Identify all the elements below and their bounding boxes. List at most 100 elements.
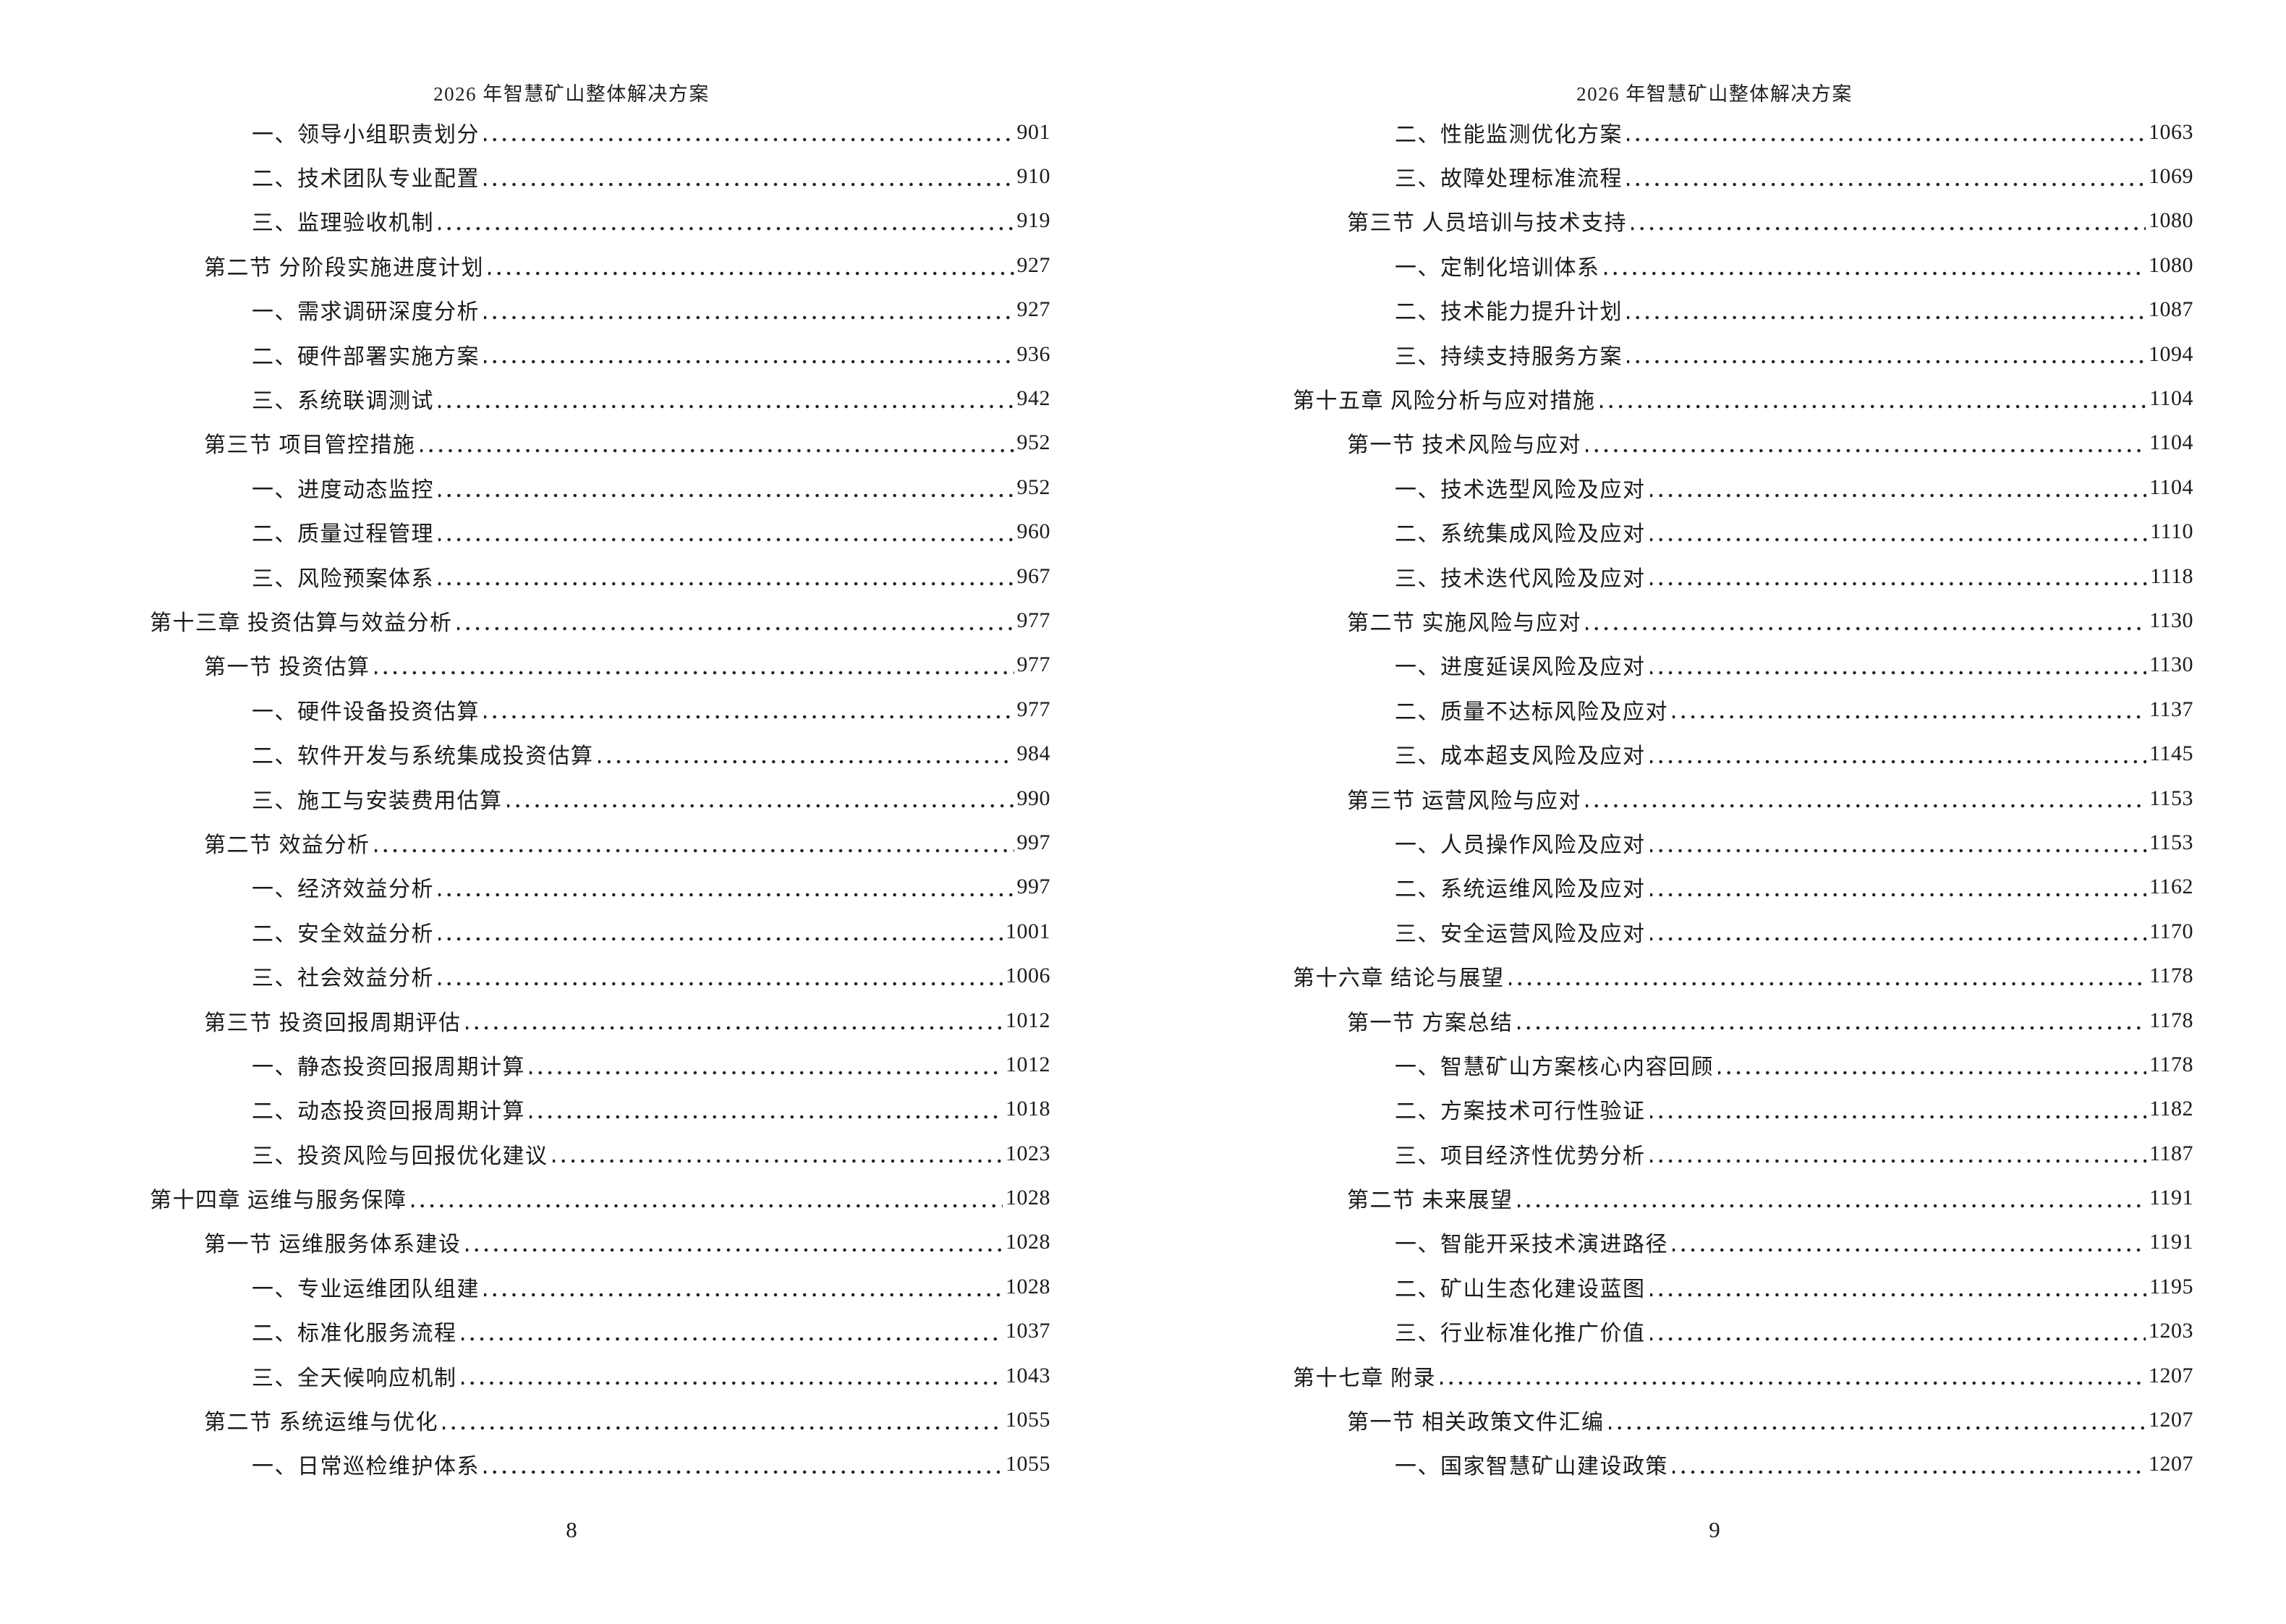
dot-leader xyxy=(1631,198,2146,244)
toc-entry-page-number: 1130 xyxy=(2149,652,2193,677)
dot-leader xyxy=(1599,376,2147,421)
toc-entry: 二、硬件部署实施方案 936 xyxy=(0,331,1143,377)
toc-entry: 二、技术能力提升计划 1087 xyxy=(1143,287,2286,332)
dot-leader xyxy=(1649,509,2148,554)
toc-entry-label: 三、行业标准化推广价值 xyxy=(1395,1322,1646,1346)
dot-leader xyxy=(461,1309,1003,1353)
toc-entry: 第三节 项目管控措施 952 xyxy=(0,420,1143,466)
toc-entry-page-number: 910 xyxy=(1016,164,1050,189)
toc-entry: 一、国家智慧矿山建设政策 1207 xyxy=(1143,1442,2286,1487)
toc-entry: 三、项目经济性优势分析 1187 xyxy=(1143,1131,2286,1176)
toc-entry: 一、需求调研深度分析 927 xyxy=(0,287,1143,332)
document-header-title: 2026 年智慧矿山整体解决方案 xyxy=(433,83,710,105)
toc-entry: 二、技术团队专业配置 910 xyxy=(0,154,1143,199)
dot-leader xyxy=(1440,1353,2146,1398)
toc-entry-label: 第十七章 附录 xyxy=(1293,1366,1436,1390)
toc-entry-page-number: 1153 xyxy=(2149,830,2193,854)
toc-entry-page-number: 1087 xyxy=(2149,297,2193,322)
toc-entry-label: 二、软件开发与系统集成投资估算 xyxy=(252,744,594,769)
toc-entry: 一、智能开采技术演进路径 1191 xyxy=(1143,1220,2286,1265)
dot-leader xyxy=(456,598,1014,643)
toc-entry-page-number: 927 xyxy=(1016,252,1050,277)
toc-entry-label: 二、方案技术可行性验证 xyxy=(1395,1100,1646,1124)
toc-entry: 第十六章 结论与展望 1178 xyxy=(1143,953,2286,998)
toc-entry: 一、智慧矿山方案核心内容回顾 1178 xyxy=(1143,1042,2286,1087)
dot-leader xyxy=(438,909,1003,954)
toc-entry: 一、领导小组职责划分 901 xyxy=(0,110,1143,155)
toc-entry: 三、施工与安装费用估算 990 xyxy=(0,775,1143,821)
toc-entry: 二、性能监测优化方案 1063 xyxy=(1143,110,2286,155)
toc-entry: 三、成本超支风险及应对 1145 xyxy=(1143,731,2286,776)
dot-leader xyxy=(1586,598,2147,643)
toc-entry-label: 一、硬件设备投资估算 xyxy=(252,700,480,724)
toc-entry-page-number: 1207 xyxy=(2149,1452,2193,1476)
toc-entry-page-number: 1012 xyxy=(1006,1052,1050,1076)
toc-entry-page-number: 997 xyxy=(1016,875,1050,899)
dot-leader xyxy=(1586,775,2147,821)
dot-leader xyxy=(484,287,1014,332)
toc-entry-label: 二、硬件部署实施方案 xyxy=(252,344,480,369)
toc-entry-label: 第二节 系统运维与优化 xyxy=(204,1411,438,1435)
toc-entry-page-number: 1191 xyxy=(2149,1186,2193,1210)
toc-entry-list-left: 一、领导小组职责划分 901 二、技术团队专业配置 910 三、监理验收机制 9… xyxy=(0,110,1143,1487)
toc-entry-label: 二、技术能力提升计划 xyxy=(1395,300,1623,325)
toc-entry-label: 一、国家智慧矿山建设政策 xyxy=(1395,1455,1668,1479)
toc-entry-label: 一、领导小组职责划分 xyxy=(252,122,480,147)
toc-entry-page-number: 977 xyxy=(1016,697,1050,721)
toc-entry-label: 二、性能监测优化方案 xyxy=(1395,122,1623,147)
toc-entry-page-number: 919 xyxy=(1016,208,1050,233)
dot-leader xyxy=(1649,553,2148,599)
toc-entry-label: 三、全天候响应机制 xyxy=(252,1366,457,1390)
toc-entry: 第二节 未来展望 1191 xyxy=(1143,1176,2286,1220)
toc-entry-page-number: 1170 xyxy=(2149,919,2193,943)
toc-entry: 第二节 分阶段实施进度计划 927 xyxy=(0,243,1143,288)
dot-leader xyxy=(1673,687,2147,732)
page-number-left: 8 xyxy=(566,1517,577,1542)
dot-leader xyxy=(438,376,1014,421)
dot-leader xyxy=(552,1131,1003,1176)
toc-entry-page-number: 952 xyxy=(1016,430,1050,455)
toc-entry-page-number: 1187 xyxy=(2149,1141,2193,1165)
toc-entry-page-number: 1006 xyxy=(1006,964,1050,988)
toc-entry-page-number: 936 xyxy=(1016,341,1050,366)
toc-entry-label: 三、技术迭代风险及应对 xyxy=(1395,566,1646,591)
dot-leader xyxy=(1649,642,2147,688)
toc-entry-label: 一、需求调研深度分析 xyxy=(252,300,480,325)
dot-leader xyxy=(411,1176,1003,1220)
toc-entry: 一、定制化培训体系 1080 xyxy=(1143,243,2286,288)
toc-entry-label: 一、人员操作风险及应对 xyxy=(1395,833,1646,857)
dot-leader xyxy=(465,1220,1003,1265)
toc-entry-page-number: 1191 xyxy=(2149,1230,2193,1254)
toc-entry: 三、系统联调测试 942 xyxy=(0,376,1143,421)
toc-entry-page-number: 1037 xyxy=(1006,1319,1050,1343)
toc-entry-label: 二、系统运维风险及应对 xyxy=(1395,877,1646,902)
toc-entry-label: 第一节 相关政策文件汇编 xyxy=(1347,1411,1605,1435)
toc-entry-label: 二、质量不达标风险及应对 xyxy=(1395,700,1668,724)
toc-entry: 第一节 运维服务体系建设 1028 xyxy=(0,1220,1143,1265)
toc-entry-label: 三、安全运营风险及应对 xyxy=(1395,922,1646,946)
toc-entry-label: 一、静态投资回报周期计算 xyxy=(252,1055,525,1079)
toc-entry: 第三节 运营风险与应对 1153 xyxy=(1143,775,2286,821)
toc-entry-label: 一、智能开采技术演进路径 xyxy=(1395,1233,1668,1257)
toc-entry-page-number: 1063 xyxy=(2149,119,2193,144)
dot-leader xyxy=(1649,465,2147,510)
toc-entry-label: 第一节 投资估算 xyxy=(204,655,370,680)
toc-entry: 第三节 投资回报周期评估 1012 xyxy=(0,998,1143,1043)
toc-entry-page-number: 1104 xyxy=(2149,475,2193,499)
toc-entry: 三、全天候响应机制 1043 xyxy=(0,1353,1143,1398)
toc-entry-page-number: 1110 xyxy=(2150,519,2193,544)
dot-leader xyxy=(374,820,1014,865)
dot-leader xyxy=(506,775,1014,821)
toc-entry: 一、进度延误风险及应对 1130 xyxy=(1143,642,2286,688)
toc-entry-label: 三、风险预案体系 xyxy=(252,566,434,591)
toc-entry-label: 第二节 分阶段实施进度计划 xyxy=(204,255,484,280)
toc-entry-page-number: 1207 xyxy=(2149,1408,2193,1432)
toc-entry-label: 一、进度延误风险及应对 xyxy=(1395,655,1646,680)
toc-entry-label: 第二节 未来展望 xyxy=(1347,1189,1513,1213)
toc-entry-label: 二、矿山生态化建设蓝图 xyxy=(1395,1277,1646,1301)
toc-entry-page-number: 1162 xyxy=(2149,875,2193,899)
toc-entry: 三、投资风险与回报优化建议 1023 xyxy=(0,1131,1143,1176)
toc-entry: 二、系统集成风险及应对 1110 xyxy=(1143,509,2286,554)
toc-entry-label: 二、技术团队专业配置 xyxy=(252,167,480,192)
toc-entry: 第十四章 运维与服务保障 1028 xyxy=(0,1176,1143,1220)
